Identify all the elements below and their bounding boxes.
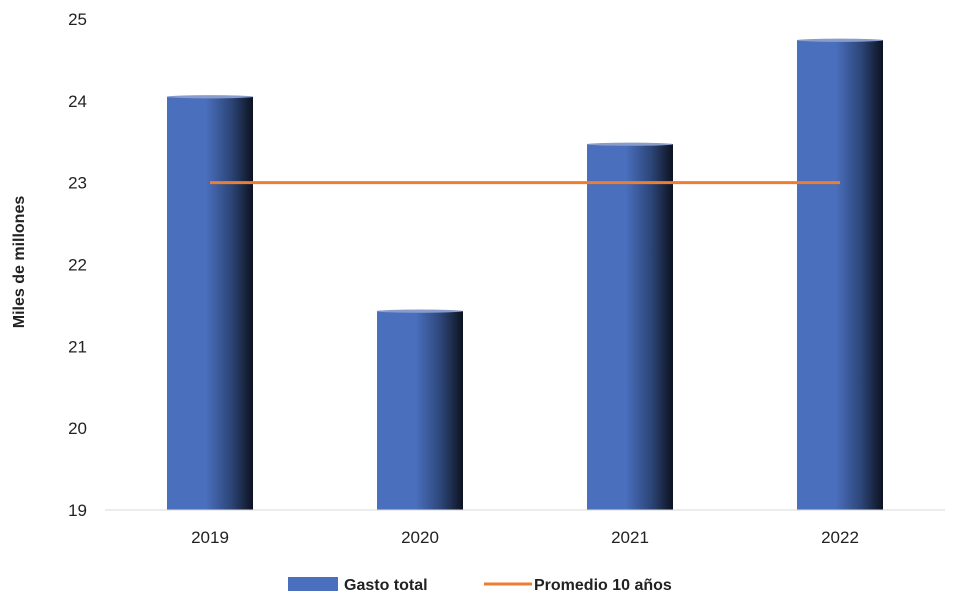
y-tick-label: 22 (68, 256, 87, 275)
y-tick-label: 21 (68, 337, 87, 356)
bar-2022 (797, 40, 883, 510)
x-tick-label: 2020 (401, 528, 439, 547)
y-tick-label: 23 (68, 174, 87, 193)
x-tick-label: 2021 (611, 528, 649, 547)
legend-label-gasto-total: Gasto total (344, 577, 428, 594)
legend-label-promedio: Promedio 10 años (534, 577, 672, 594)
x-axis-ticks: 2019 2020 2021 2022 (191, 528, 859, 547)
bar-top-2020 (377, 309, 463, 313)
y-tick-label: 25 (68, 10, 87, 29)
legend-swatch-gasto-total (288, 577, 338, 591)
y-tick-label: 20 (68, 419, 87, 438)
bars (167, 38, 883, 510)
bar-2020 (377, 311, 463, 510)
y-axis-ticks: 19 20 21 22 23 24 25 (68, 10, 87, 520)
bar-2019 (167, 96, 253, 510)
bar-2021 (587, 144, 673, 510)
legend: Gasto total Promedio 10 años (288, 577, 672, 594)
y-axis-label: Miles de millones (11, 196, 28, 329)
bar-top-2019 (167, 95, 253, 99)
y-tick-label: 24 (68, 92, 87, 111)
bar-top-2021 (587, 142, 673, 146)
x-tick-label: 2019 (191, 528, 229, 547)
y-tick-label: 19 (68, 501, 87, 520)
x-tick-label: 2022 (821, 528, 859, 547)
bar-top-2022 (797, 38, 883, 42)
